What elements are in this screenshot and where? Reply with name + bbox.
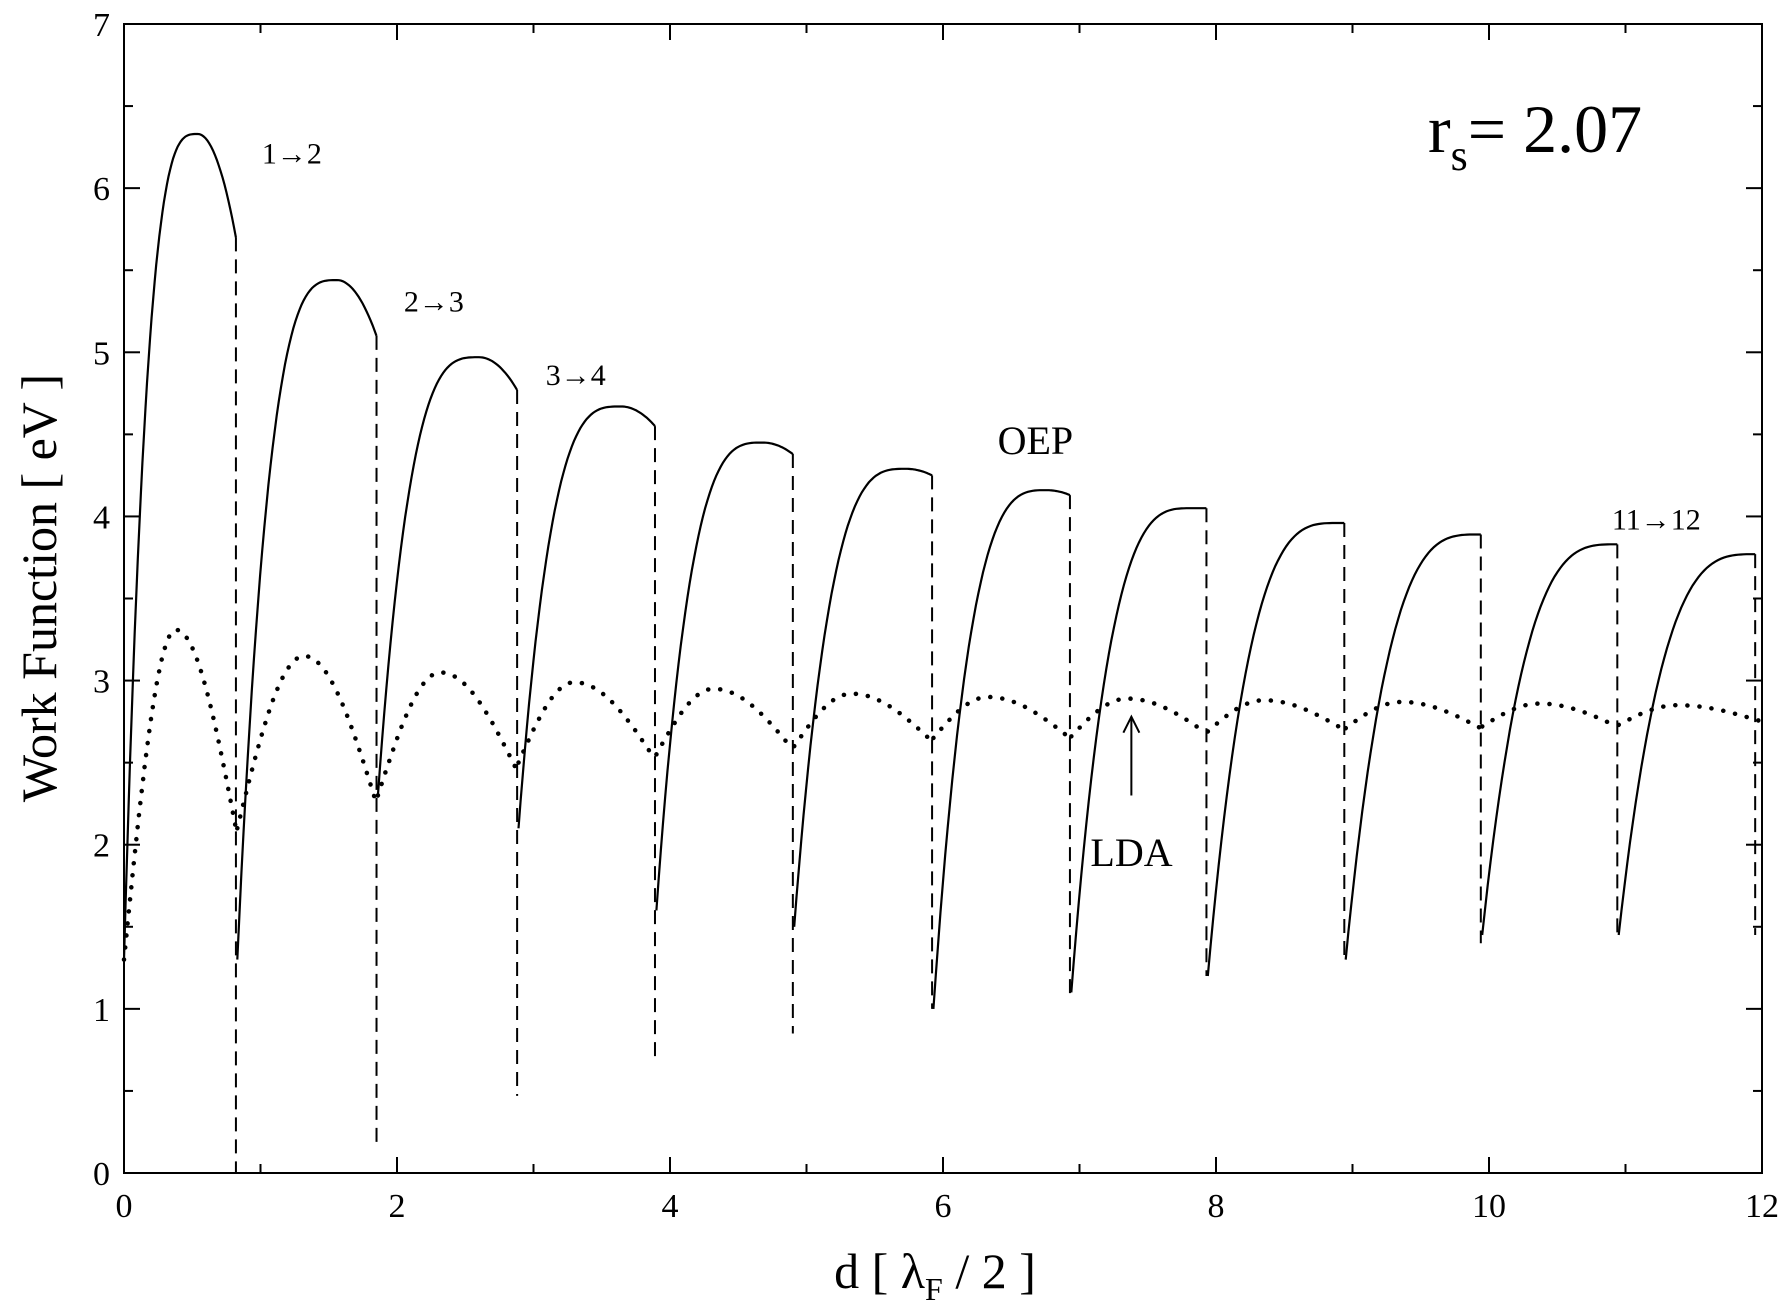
lda-curve-segment — [1205, 698, 1347, 734]
y-axis-label: Work Function [ eV ] — [11, 374, 67, 802]
oep-curve-segment — [655, 441, 794, 911]
y-tick-label: 5 — [93, 335, 110, 372]
lda-curve-segment — [235, 653, 379, 831]
x-tick-label: 0 — [116, 1188, 133, 1225]
oep-curve-segment — [376, 356, 519, 796]
lda-arrow-head — [1122, 714, 1141, 734]
oep-curve-segment — [1344, 533, 1481, 960]
y-tick-label: 3 — [93, 664, 110, 701]
lda-curve-segment — [1479, 701, 1620, 729]
oep-curve-segment — [1617, 553, 1756, 936]
rs-label-main: r — [1428, 91, 1451, 167]
x-tick-label: 10 — [1472, 1188, 1506, 1225]
plot-frame — [123, 23, 1763, 1174]
x-tick-label: 12 — [1745, 1188, 1779, 1225]
x-axis-label: d [ λF / 2 ] — [834, 1243, 1036, 1307]
lda-curve-segment — [931, 694, 1073, 741]
lda-curve-segment — [516, 679, 658, 765]
annotation-label: 1→2 — [262, 138, 322, 171]
annotation-label: OEP — [998, 418, 1074, 463]
x-tick-label: 6 — [935, 1188, 952, 1225]
oep-curve-segment — [1481, 543, 1618, 936]
lda-curve-segment — [791, 691, 935, 749]
x-axis-label-sub: F — [925, 1271, 943, 1307]
oep-curve-segment — [122, 132, 237, 960]
x-axis-label-main: d [ λ — [834, 1243, 925, 1299]
x-tick-label: 4 — [662, 1188, 679, 1225]
annotation-label: 2→3 — [404, 285, 464, 318]
lda-curve-segment — [1343, 699, 1484, 731]
x-tick-label: 8 — [1208, 1188, 1225, 1225]
x-tick-label: 2 — [389, 1188, 406, 1225]
lda-curve-segment — [121, 627, 239, 962]
annotation-label: 3→4 — [546, 359, 606, 392]
x-axis-label-tail: / 2 ] — [943, 1243, 1036, 1299]
annotation-layer: 1→2 2→3 3→4 11→12 OEP LDA — [262, 138, 1701, 876]
series-layer — [121, 132, 1765, 1173]
oep-curve-segment — [932, 489, 1071, 1009]
y-tick-label: 6 — [93, 171, 110, 208]
rs-label-sub: s — [1451, 131, 1468, 180]
oep-curve-segment — [1070, 507, 1207, 993]
plot-area-border — [123, 23, 1763, 1174]
y-tick-label: 4 — [93, 499, 110, 536]
rs-label-tail: = 2.07 — [1468, 91, 1642, 167]
y-tick-label: 2 — [93, 828, 110, 865]
oep-curve-segment — [1206, 521, 1345, 977]
annotation-label: LDA — [1090, 830, 1172, 875]
oep-curve-segment — [793, 467, 933, 927]
lda-curve-segment — [654, 686, 796, 757]
oep-curve-segment — [236, 279, 378, 960]
lda-curve-segment — [1616, 702, 1765, 728]
y-tick-label: 7 — [93, 7, 110, 44]
annotation-label: 11→12 — [1612, 504, 1701, 537]
y-tick-label: 1 — [93, 992, 110, 1029]
lda-curve-segment — [375, 670, 520, 798]
y-tick-label: 0 — [93, 1156, 110, 1193]
rs-parameter-label: rs= 2.07 — [1428, 91, 1642, 180]
oep-curve-segment — [517, 405, 656, 829]
